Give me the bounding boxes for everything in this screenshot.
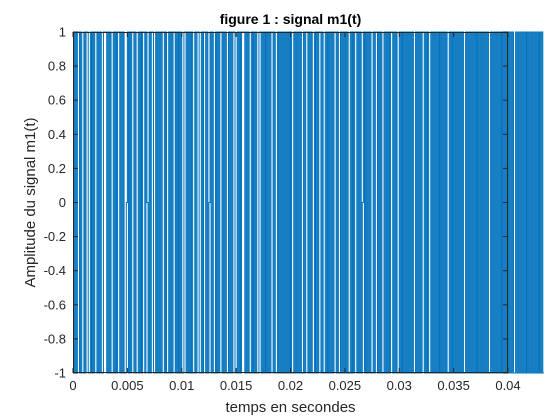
x-tick-label: 0.015	[220, 378, 253, 393]
y-axis-label: Amplitude du signal m1(t)	[22, 117, 39, 287]
y-tick-label: -1	[54, 366, 66, 381]
chart-title: figure 1 : signal m1(t)	[220, 11, 362, 27]
y-tick-label: 0.2	[48, 161, 66, 176]
y-tick-label: -0.8	[44, 331, 66, 346]
x-axis-label: temps en secondes	[225, 399, 355, 416]
y-tick-label: 0	[59, 195, 66, 210]
y-tick-label: 0.6	[48, 93, 66, 108]
x-tick-label: 0	[69, 378, 76, 393]
x-tick-label: 0.025	[329, 378, 362, 393]
y-tick-labels: -1 -0.8 -0.6 -0.4 -0.2 0 0.2 0.4 0.6 0.8 1	[44, 25, 66, 381]
y-tick-label: 0.8	[48, 59, 66, 74]
x-tick-label: 0.03	[387, 378, 412, 393]
x-tick-labels: 0 0.005 0.01 0.015 0.02 0.025 0.03 0.035 0.04	[69, 378, 520, 393]
y-tick-label: 0.4	[48, 127, 66, 142]
y-tick-label: -0.4	[44, 263, 66, 278]
x-tick-label: 0.01	[169, 378, 194, 393]
axes-box	[73, 32, 508, 373]
y-tick-label: 1	[59, 25, 66, 40]
x-tick-label: 0.005	[111, 378, 144, 393]
x-tick-label: 0.02	[278, 378, 303, 393]
y-tick-label: -0.2	[44, 229, 66, 244]
y-tick-label: -0.6	[44, 297, 66, 312]
x-tick-label: 0.035	[437, 378, 470, 393]
x-tick-label: 0.04	[495, 378, 520, 393]
